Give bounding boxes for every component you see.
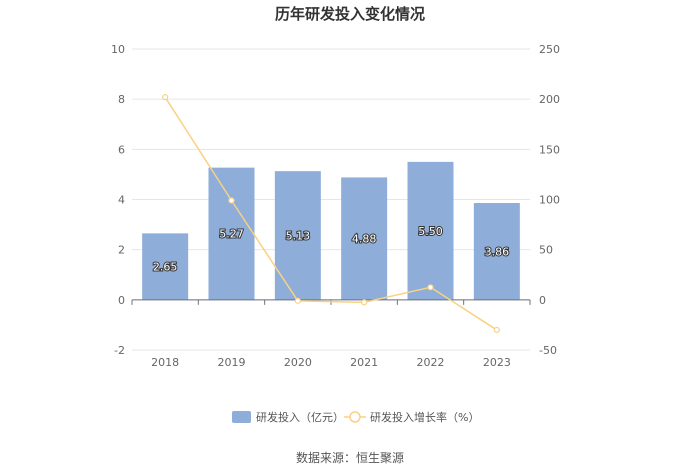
y-right-tick-label: 150 bbox=[539, 143, 560, 156]
bar bbox=[341, 177, 388, 300]
growth-rate-point bbox=[162, 94, 169, 101]
x-tick-label: 2023 bbox=[483, 356, 511, 369]
y-left-tick-label: 2 bbox=[118, 244, 125, 257]
y-axis-right: -50 0 50 100 150 200 250 bbox=[539, 43, 560, 357]
x-tick-label: 2018 bbox=[151, 356, 179, 369]
data-source: 数据来源：恒生聚源 bbox=[296, 450, 404, 465]
growth-rate-point bbox=[493, 326, 500, 334]
y-left-tick-label: 6 bbox=[118, 143, 125, 156]
y-right-tick-label: -50 bbox=[539, 344, 557, 357]
legend-bar-swatch bbox=[232, 411, 251, 423]
y-left-tick-label: 4 bbox=[118, 194, 125, 207]
legend-line-marker bbox=[349, 411, 361, 423]
growth-rate-point bbox=[427, 284, 434, 291]
x-tick-label: 2022 bbox=[417, 356, 445, 369]
bar-value-label: 5.27 bbox=[219, 228, 244, 241]
bar-labels: 2.65 5.27 5.13 4.88 5.50 3.86 bbox=[152, 224, 510, 275]
chart-title: 历年研发投入变化情况 bbox=[275, 5, 425, 23]
x-tick-label: 2020 bbox=[284, 356, 312, 369]
line-series bbox=[162, 94, 500, 334]
bar-value-label: 2.65 bbox=[153, 261, 178, 274]
bar-value-label: 4.88 bbox=[352, 233, 377, 246]
legend[interactable]: 研发投入（亿元） 研发投入增长率（%） bbox=[232, 410, 479, 424]
legend-line-label: 研发投入增长率（%） bbox=[370, 410, 479, 424]
y-left-tick-label: 10 bbox=[111, 43, 125, 56]
bar-value-label: 5.13 bbox=[286, 229, 311, 242]
bar-series bbox=[142, 161, 520, 300]
bar bbox=[142, 233, 189, 300]
x-tick-label: 2019 bbox=[218, 356, 246, 369]
bar-value-label: 3.86 bbox=[485, 245, 510, 258]
bar bbox=[208, 167, 255, 300]
y-left-tick-label: 8 bbox=[118, 93, 125, 106]
bar bbox=[407, 161, 454, 300]
y-left-tick-label: -2 bbox=[114, 344, 125, 357]
bar-value-label: 5.50 bbox=[418, 225, 443, 238]
growth-rate-point bbox=[228, 197, 235, 204]
y-right-tick-label: 0 bbox=[539, 294, 546, 307]
growth-rate-point bbox=[361, 299, 368, 306]
y-axis-left: -2 0 2 4 6 8 10 bbox=[111, 43, 125, 357]
bar bbox=[473, 203, 520, 300]
x-axis: 2018 2019 2020 2021 2022 2023 bbox=[131, 299, 531, 369]
grid-lines bbox=[132, 48, 530, 351]
y-right-tick-label: 250 bbox=[539, 43, 560, 56]
legend-bar-label: 研发投入（亿元） bbox=[256, 410, 344, 424]
y-right-tick-label: 200 bbox=[539, 93, 560, 106]
x-tick-label: 2021 bbox=[350, 356, 378, 369]
growth-rate-point bbox=[294, 297, 301, 304]
y-right-tick-label: 50 bbox=[539, 244, 553, 257]
y-left-tick-label: 0 bbox=[118, 294, 125, 307]
y-right-tick-label: 100 bbox=[539, 194, 560, 207]
growth-rate-line bbox=[164, 96, 498, 331]
